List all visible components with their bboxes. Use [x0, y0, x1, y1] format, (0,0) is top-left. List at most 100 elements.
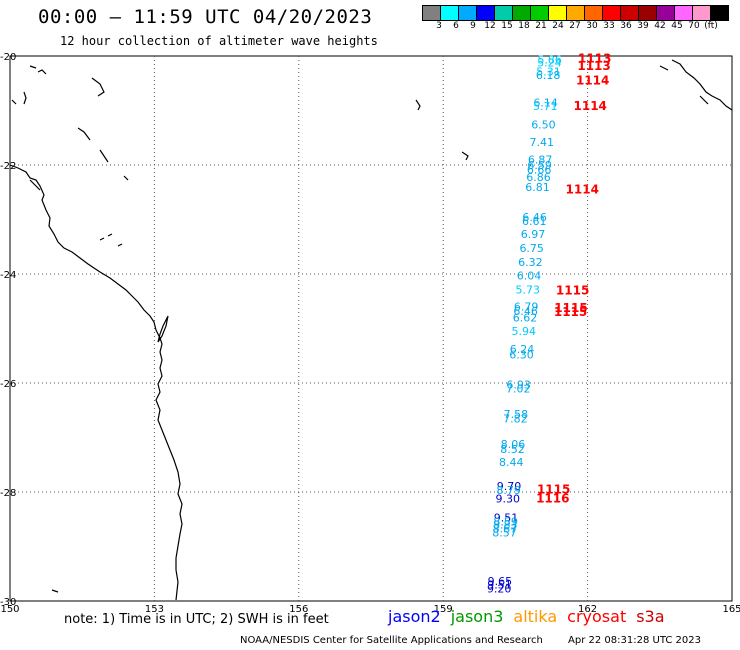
lon-tick-label: 153: [145, 604, 164, 615]
scale-label: 15: [501, 21, 513, 31]
reef-islet-2: [107, 233, 113, 237]
lat-tick-label: -30: [0, 597, 16, 608]
north-coast-2: [37, 69, 47, 75]
swh-value: 6.86: [526, 171, 551, 184]
swh-value: 6.87: [528, 154, 553, 167]
queensland-coastline: [9, 164, 183, 601]
lat-tick-label: -28: [0, 488, 16, 499]
time-label: 1114: [574, 99, 607, 113]
scale-label: 33: [603, 21, 615, 31]
swh-value: 9.70: [497, 480, 522, 493]
swh-value: 5.73: [515, 283, 540, 296]
fraser-island: [157, 315, 169, 343]
swh-values: 5.865.245.316.18 6.145.71 6.50 7.41 6.876.59…: [487, 53, 562, 595]
swh-value: 6.18: [536, 69, 561, 82]
swh-value: 8.57: [492, 526, 517, 539]
color-scale-labels: 3 6 9 12 15 18 21 24 27 30 33 36 39 42 45 70 (ft): [422, 21, 740, 33]
scale-label: 24: [552, 21, 564, 31]
scale-swatch: [710, 5, 729, 21]
chart-subtitle: 12 hour collection of altimeter wave hei…: [60, 34, 378, 48]
scale-label: 70: [688, 21, 700, 31]
swh-value: 6.61: [522, 215, 547, 228]
credit: NOAA/NESDIS Center for Satellite Applica…: [240, 635, 543, 646]
reef-islet-4: [29, 179, 41, 191]
swh-value: 6.46: [522, 211, 547, 224]
north-coast-3: [23, 91, 27, 105]
satellite-legend: jason2 jason3 altika cryosat s3a: [388, 607, 675, 626]
swh-value: 6.32: [518, 256, 543, 269]
time-label: 1115: [537, 482, 570, 496]
north-coast-1: [29, 65, 37, 69]
swh-value: 5.86: [537, 53, 562, 66]
scale-label: (ft): [704, 21, 718, 31]
swh-value: 9.30: [496, 493, 521, 506]
swh-value: 7.41: [530, 136, 555, 149]
reef-islet-1: [99, 237, 105, 241]
time-label: 1116: [536, 492, 569, 506]
axis-labels: 150 153 156 159 162 165 -20 -22 -24 -26 -28 -30: [0, 52, 740, 615]
cape-york-fragment: [91, 77, 105, 97]
scale-label: 18: [518, 21, 530, 31]
lat-tick-label: -20: [0, 52, 16, 63]
north-coast-4: [11, 99, 17, 105]
swh-value: 6.93: [506, 379, 531, 392]
satellite-legend-item: jason2: [388, 607, 441, 626]
time-label: 1114: [566, 183, 599, 197]
swh-value: 7.82: [503, 412, 528, 425]
satellite-legend-item: s3a: [636, 607, 665, 626]
scale-label: 39: [637, 21, 649, 31]
lat-tick-label: -22: [0, 161, 16, 172]
islet-east: [415, 99, 421, 111]
new-caledonia-3: [699, 95, 709, 105]
lat-tick-label: -26: [0, 379, 16, 390]
footnote: note: 1) Time is in UTC; 2) SWH is in fe…: [64, 612, 329, 627]
swh-value: 6.46: [513, 305, 538, 318]
chart-title: 00:00 – 11:59 UTC 04/20/2023: [38, 6, 373, 28]
coastline: [9, 59, 733, 601]
swh-value: 6.81: [525, 181, 550, 194]
new-caledonia: [671, 59, 733, 111]
swh-value: 6.62: [513, 312, 538, 325]
time-label: 1114: [576, 74, 609, 88]
satellite-legend-item: cryosat: [567, 607, 627, 626]
scale-label: 30: [586, 21, 598, 31]
time-label: 1115: [554, 305, 587, 319]
swh-value: 8.79: [496, 484, 521, 497]
map-grid: [10, 56, 732, 601]
reef-islet-3: [117, 243, 123, 247]
new-caledonia-2: [659, 65, 669, 71]
swh-value: 5.71: [533, 100, 558, 113]
time-label: 1113: [578, 52, 611, 66]
time-label: 1113: [577, 59, 610, 73]
scale-label: 45: [671, 21, 683, 31]
satellite-legend-item: altika: [513, 607, 558, 626]
swh-value: 8.83: [493, 519, 518, 532]
color-scale: [422, 5, 729, 21]
scale-label: 9: [470, 21, 476, 31]
swh-value: 8.67: [493, 523, 518, 536]
swh-value: 9.51: [494, 512, 519, 525]
satellite-legend-item: jason3: [450, 607, 504, 626]
swh-value: 5.24: [537, 57, 562, 70]
islet-mid: [461, 151, 469, 161]
swh-value: 8.52: [500, 443, 525, 456]
timestamp: Apr 22 08:31:28 UTC 2023: [568, 635, 701, 646]
swh-value: 6.59: [527, 159, 552, 172]
swh-value: 6.79: [514, 301, 539, 314]
swh-value: 6.04: [517, 270, 542, 283]
lat-tick-label: -24: [0, 270, 16, 281]
swh-value: 8.06: [501, 438, 526, 451]
swh-value: 6.30: [509, 349, 534, 362]
north-coast-5: [77, 127, 91, 141]
time-label: 1115: [554, 301, 587, 315]
swh-value: 7.58: [504, 408, 529, 421]
scale-label: 6: [453, 21, 459, 31]
swh-value: 6.24: [510, 343, 535, 356]
north-coast-7: [123, 175, 129, 181]
scale-label: 12: [484, 21, 496, 31]
swh-value: 6.97: [521, 228, 546, 241]
scale-label: 27: [569, 21, 581, 31]
islet-south: [51, 589, 59, 593]
